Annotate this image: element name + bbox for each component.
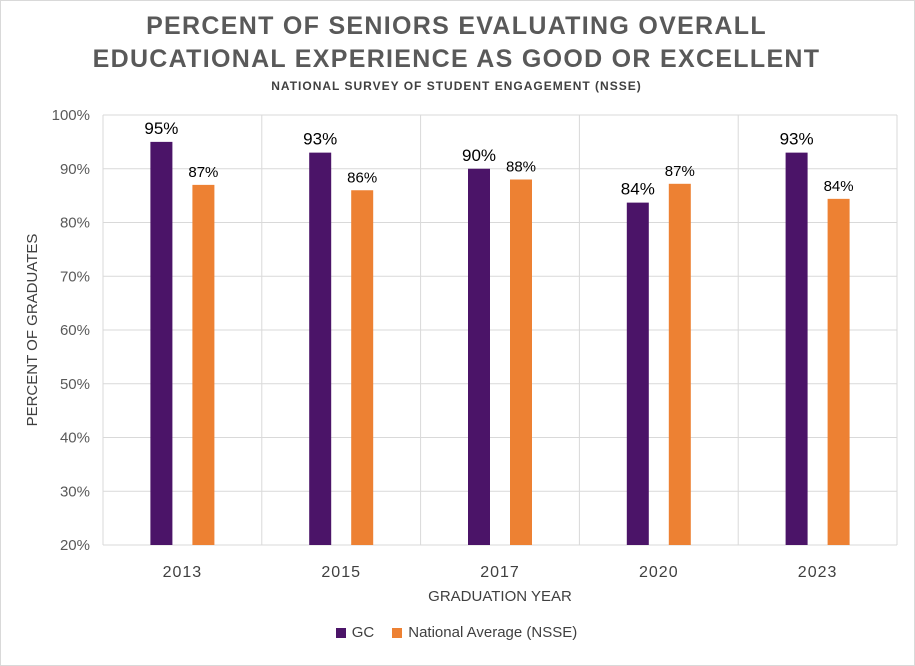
x-category-label-2015: 2015 — [321, 564, 361, 581]
legend: GC National Average (NSSE) — [0, 624, 913, 641]
legend-item-nsse: National Average (NSSE) — [392, 624, 577, 641]
bar-nsse-2013 — [192, 184, 215, 545]
legend-label-nsse: National Average (NSSE) — [408, 624, 578, 641]
x-axis-categories: 2013 2015 2017 2020 2023 — [163, 564, 838, 581]
bar-gc-2015 — [309, 152, 332, 545]
legend-item-gc: GC — [335, 624, 375, 641]
y-tick-label: 80% — [60, 215, 90, 232]
bar-nsse-2015 — [351, 190, 374, 545]
data-label-nsse-2015: 86% — [347, 169, 377, 186]
data-label-nsse-2017: 88% — [506, 159, 536, 176]
data-labels: 95% 87% 93% 86% 90% 88% 84% 87% 93% 84% — [144, 119, 853, 199]
legend-swatch-gc — [335, 627, 346, 638]
y-axis-title: PERCENT OF GRADUATES — [24, 234, 41, 427]
data-label-gc-2023: 93% — [780, 130, 814, 149]
data-label-nsse-2020: 87% — [665, 163, 695, 180]
data-label-nsse-2013: 87% — [188, 164, 218, 181]
legend-swatch-nsse — [392, 627, 403, 638]
x-category-label-2023: 2023 — [798, 564, 838, 581]
bar-gc-2013 — [150, 141, 173, 545]
x-axis-title: GRADUATION YEAR — [428, 588, 572, 605]
y-tick-label: 40% — [60, 430, 90, 447]
x-category-label-2017: 2017 — [480, 564, 520, 581]
x-category-label-2020: 2020 — [639, 564, 679, 581]
y-tick-label: 60% — [60, 322, 90, 339]
y-tick-label: 90% — [60, 161, 90, 178]
x-category-label-2013: 2013 — [163, 564, 203, 581]
legend-label-gc: GC — [351, 624, 375, 641]
bar-gc-2017 — [468, 168, 490, 545]
data-label-gc-2015: 93% — [303, 130, 337, 149]
y-axis-ticks: 20% 30% 40% 50% 60% 70% 80% 90% 100% — [52, 107, 90, 554]
data-label-gc-2013: 95% — [144, 119, 178, 138]
data-label-nsse-2023: 84% — [824, 178, 854, 195]
y-tick-label: 100% — [52, 107, 90, 124]
y-tick-label: 20% — [60, 537, 90, 554]
chart-subtitle: NATIONAL SURVEY OF STUDENT ENGAGEMENT (N… — [271, 79, 642, 93]
gridlines — [102, 114, 898, 546]
bars — [150, 141, 850, 546]
y-tick-label: 70% — [60, 268, 90, 285]
bar-nsse-2020 — [668, 183, 691, 546]
bar-nsse-2023 — [827, 198, 850, 545]
bar-nsse-2017 — [510, 179, 532, 545]
y-tick-label: 30% — [60, 483, 90, 500]
data-label-gc-2017: 90% — [462, 146, 496, 165]
y-tick-label: 50% — [60, 376, 90, 393]
bar-gc-2020 — [626, 202, 649, 546]
data-label-gc-2020: 84% — [621, 180, 655, 199]
chart-title-line-1: PERCENT OF SENIORS EVALUATING OVERALL — [146, 12, 767, 40]
chart-title-line-2: EDUCATIONAL EXPERIENCE AS GOOD OR EXCELL… — [92, 45, 821, 73]
bar-gc-2023 — [785, 152, 808, 545]
